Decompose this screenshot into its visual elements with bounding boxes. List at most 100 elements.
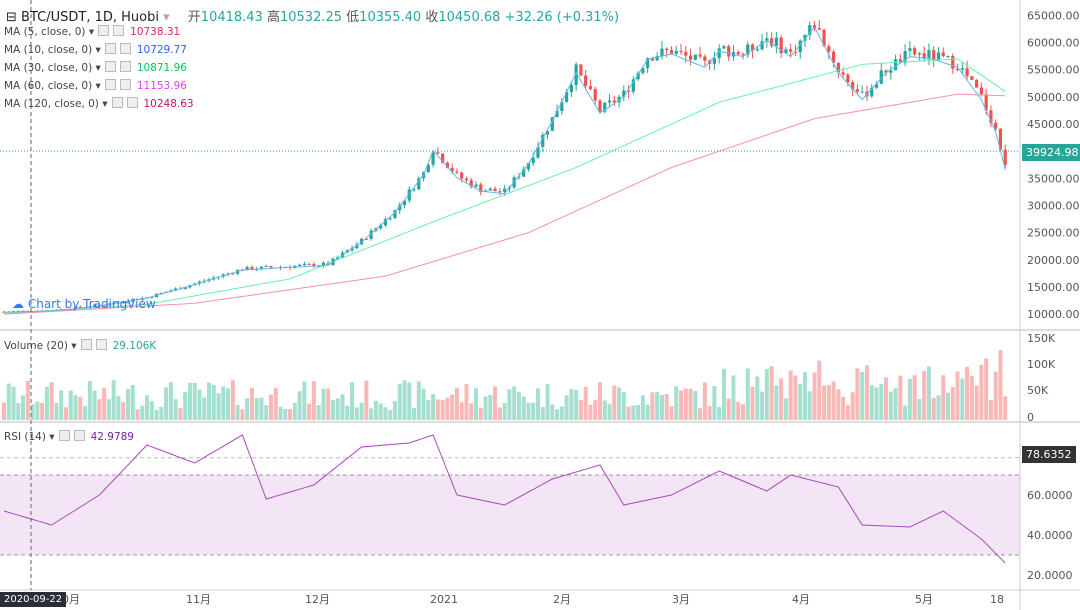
indicator-0[interactable]: MA (5, close, 0) ▾ 10738.31 (4, 25, 181, 38)
volume-bar (488, 395, 493, 420)
volume-bar (326, 388, 331, 420)
time-tick-label: 0月 (62, 593, 80, 606)
volume-bar (831, 381, 836, 420)
volume-bar (507, 389, 512, 420)
volume-bar (917, 399, 922, 420)
volume-bar (340, 394, 345, 420)
candle (536, 147, 540, 158)
candle (703, 56, 707, 61)
candle (789, 49, 793, 52)
volume-bar (869, 385, 874, 420)
candle (646, 58, 650, 69)
volume-bar (693, 390, 698, 420)
volume-tick-label: 150K (1027, 332, 1056, 345)
volume-bar (273, 387, 278, 420)
volume-bar (836, 389, 841, 420)
volume-bar (898, 375, 903, 420)
candle (464, 178, 469, 181)
candle (827, 46, 831, 52)
volume-bar (21, 395, 26, 420)
tradingview-watermark[interactable]: ☁ Chart by TradingView (12, 297, 156, 311)
volume-bar (259, 397, 264, 420)
symbol-title[interactable]: BTC/USDT, 1D, Huobi (21, 10, 159, 25)
candle (612, 100, 616, 103)
volume-bar (650, 392, 655, 420)
candle (722, 46, 726, 49)
candle (913, 48, 917, 55)
volume-bar (760, 391, 765, 420)
indicator-3[interactable]: MA (60, close, 0) ▾ 11153.96 (4, 79, 187, 92)
volume-bar (850, 392, 855, 420)
volume-bar (502, 403, 507, 420)
candle (941, 52, 945, 57)
volume-bar (645, 404, 650, 420)
candle (355, 244, 359, 249)
volume-bar (474, 388, 479, 420)
candle (855, 89, 860, 92)
volume-bar (454, 387, 459, 420)
volume-bar (960, 378, 965, 420)
volume-bar (168, 382, 173, 420)
candle (970, 76, 974, 80)
volume-bar (988, 399, 993, 420)
volume-bar (540, 407, 545, 420)
candle (298, 264, 302, 266)
candle (312, 264, 316, 267)
volume-bar (884, 377, 889, 420)
volume-bar (993, 371, 998, 420)
volume-bar (907, 378, 912, 420)
candle (922, 53, 926, 59)
candle (750, 44, 755, 51)
volume-bar (955, 371, 960, 420)
candle (636, 73, 640, 80)
candle (436, 152, 440, 154)
candle (431, 152, 435, 165)
volume-bar (111, 380, 116, 420)
candle (121, 302, 125, 304)
volume-tick-label: 0 (1027, 411, 1034, 424)
volume-bar (593, 399, 598, 420)
indicator-1[interactable]: MA (10, close, 0) ▾ 10729.77 (4, 43, 187, 56)
collapse-icon[interactable]: ⊟ (6, 10, 17, 25)
candle (641, 68, 645, 74)
volume-bar (173, 399, 178, 420)
rsi-tick-label: 20.0000 (1027, 569, 1073, 582)
candle (159, 292, 163, 294)
volume-bar (888, 391, 893, 420)
volume-bar (431, 394, 436, 420)
volume-bar (268, 394, 273, 420)
candle (555, 110, 559, 118)
indicator-2[interactable]: MA (30, close, 0) ▾ 10871.96 (4, 61, 187, 74)
candle (965, 68, 969, 77)
candle (564, 92, 569, 103)
volume-bar (2, 402, 6, 420)
candle (746, 44, 750, 55)
volume-bar (979, 364, 984, 420)
volume-bar (969, 375, 974, 420)
candle (936, 52, 941, 60)
rsi-band (0, 475, 1020, 555)
indicator-4[interactable]: MA (120, close, 0) ▾ 10248.63 (4, 97, 194, 110)
volume-bar (726, 398, 731, 420)
candle (741, 54, 745, 56)
volume-bar (421, 388, 426, 420)
volume-bar (493, 386, 498, 420)
volume-bar (822, 385, 827, 420)
volume-bar (416, 381, 421, 420)
volume-bar (102, 387, 107, 420)
candle (989, 110, 993, 123)
volume-bar (297, 391, 302, 420)
tradingview-logo-icon: ☁ (12, 297, 24, 311)
volume-bar (25, 380, 30, 420)
volume-bar (230, 380, 235, 420)
symbol-dropdown-icon[interactable]: ▾ (163, 10, 170, 25)
price-tick-label: 25000.00 (1027, 227, 1080, 240)
candle (808, 25, 812, 36)
candle (917, 53, 922, 55)
price-tick-label: 30000.00 (1027, 200, 1080, 213)
candle (150, 297, 154, 299)
candle (503, 188, 507, 192)
candle (998, 128, 1003, 150)
time-tick-label: 4月 (792, 593, 810, 606)
